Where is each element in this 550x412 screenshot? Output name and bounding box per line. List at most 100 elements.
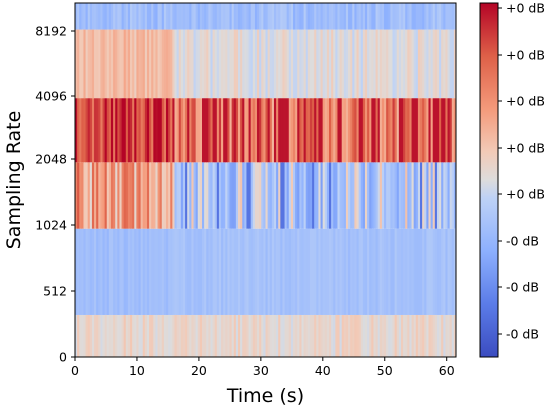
- heatmap-cell: [166, 29, 169, 99]
- heatmap-cell: [364, 98, 368, 163]
- heatmap-cell: [157, 98, 161, 163]
- heatmap-cell: [261, 228, 264, 315]
- heatmap-cell: [83, 98, 86, 163]
- heatmap-cell: [149, 314, 152, 357]
- heatmap-cell: [189, 29, 192, 99]
- y-tick-label: 2048: [35, 152, 67, 167]
- heatmap-cell: [163, 98, 167, 163]
- heatmap-cell: [367, 3, 370, 30]
- heatmap-cell: [331, 29, 334, 99]
- heatmap-cell: [263, 98, 266, 163]
- heatmap-cell: [420, 162, 423, 229]
- heatmap-cell: [337, 29, 340, 99]
- heatmap-cell: [331, 98, 334, 163]
- heatmap-cell: [379, 98, 383, 163]
- heatmap-cell: [322, 228, 326, 315]
- heatmap-cell: [320, 314, 324, 357]
- heatmap-cell: [322, 314, 326, 357]
- heatmap-cell: [261, 98, 264, 163]
- heatmap-cell: [360, 228, 364, 315]
- heatmap-cell: [155, 228, 158, 315]
- heatmap-cell: [206, 98, 209, 163]
- heatmap-cell: [362, 162, 366, 229]
- heatmap-cell: [102, 98, 106, 163]
- heatmap-cell: [235, 98, 239, 163]
- heatmap-cell: [77, 98, 80, 163]
- heatmap-cell: [91, 29, 95, 99]
- heatmap-cell: [352, 162, 355, 229]
- heatmap-cell: [424, 98, 427, 163]
- heatmap-cell: [307, 3, 311, 30]
- heatmap-cell: [288, 162, 292, 229]
- heatmap-cell: [140, 3, 144, 30]
- heatmap-cell: [398, 29, 402, 99]
- heatmap-cell: [430, 3, 434, 30]
- heatmap-cell: [288, 228, 292, 315]
- colorbar-tick-label: +0 dB: [506, 94, 545, 109]
- heatmap-cell: [345, 29, 349, 99]
- heatmap-cell: [453, 98, 457, 163]
- heatmap-cell: [159, 98, 163, 163]
- heatmap-cell: [182, 3, 186, 30]
- heatmap-cell: [371, 228, 374, 315]
- heatmap-cell: [142, 3, 146, 30]
- heatmap-cell: [341, 3, 345, 30]
- heatmap-cell: [436, 3, 440, 30]
- heatmap-cell: [174, 3, 177, 30]
- heatmap-cell: [350, 98, 353, 163]
- heatmap-cell: [293, 98, 296, 163]
- heatmap-cell: [312, 162, 315, 229]
- heatmap-cell: [400, 29, 404, 99]
- heatmap-cell: [240, 314, 243, 357]
- heatmap-cell: [373, 162, 376, 229]
- heatmap-cell: [237, 162, 241, 229]
- heatmap-cell: [331, 228, 334, 315]
- heatmap-cell: [98, 162, 101, 229]
- heatmap-cell: [117, 29, 120, 99]
- heatmap-cell: [246, 98, 249, 163]
- heatmap-cell: [335, 98, 338, 163]
- heatmap-cell: [157, 228, 161, 315]
- heatmap-cell: [227, 314, 230, 357]
- heatmap-cell: [237, 3, 241, 30]
- y-tick-label: 8192: [35, 24, 67, 39]
- heatmap-cell: [411, 162, 415, 229]
- heatmap-cell: [216, 162, 220, 229]
- heatmap-cell: [216, 98, 220, 163]
- heatmap-cell: [130, 29, 133, 99]
- plot-frame: [74, 2, 457, 358]
- heatmap-cell: [193, 162, 197, 229]
- heatmap-cell: [447, 3, 451, 30]
- heatmap-cell: [248, 3, 252, 30]
- heatmap-cell: [119, 162, 122, 229]
- heatmap-cell: [100, 314, 103, 357]
- heatmap-cell: [267, 98, 271, 163]
- heatmap-cell: [244, 314, 247, 357]
- heatmap-cell: [206, 228, 209, 315]
- heatmap-cell: [400, 162, 404, 229]
- heatmap-cell: [441, 29, 444, 99]
- heatmap-cell: [212, 314, 216, 357]
- heatmap-cell: [117, 228, 120, 315]
- heatmap-cell: [411, 228, 415, 315]
- heatmap-cell: [392, 314, 396, 357]
- heatmap-cell: [248, 29, 252, 99]
- heatmap-cell: [360, 3, 364, 30]
- heatmap-cell: [91, 314, 95, 357]
- heatmap-cell: [375, 162, 379, 229]
- heatmap-cell: [257, 29, 260, 99]
- heatmap-cell: [151, 314, 154, 357]
- heatmap-cell: [364, 162, 368, 229]
- heatmap-cell: [443, 162, 446, 229]
- heatmap-cell: [191, 3, 194, 30]
- heatmap-cell: [87, 3, 91, 30]
- heatmap-cell: [288, 3, 292, 30]
- y-axis-ticks: 0 512 1024 2048 4096 8192: [35, 24, 75, 365]
- x-tick-label: 20: [191, 363, 207, 378]
- heatmap-cell: [269, 162, 273, 229]
- heatmap-cell: [119, 98, 122, 163]
- heatmap-cell: [278, 98, 281, 163]
- heatmap-cell: [225, 162, 228, 229]
- heatmap-cell: [199, 228, 203, 315]
- heatmap-cell: [428, 162, 431, 229]
